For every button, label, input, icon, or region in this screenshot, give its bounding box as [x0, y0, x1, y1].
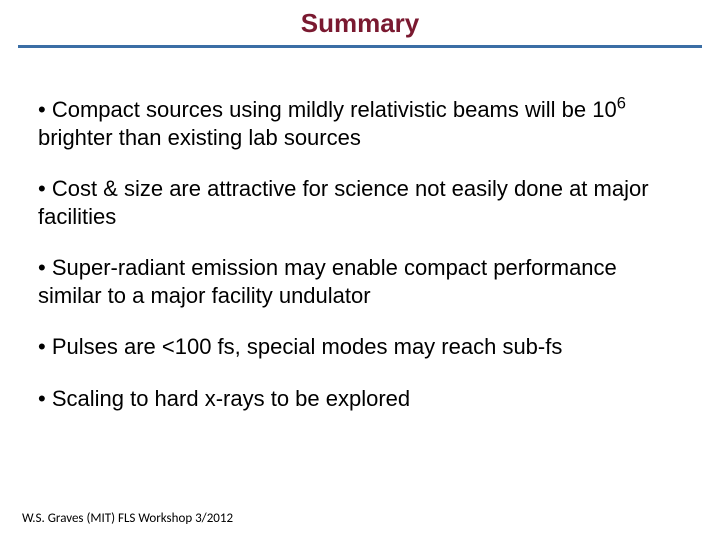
bullet-dot-icon: • — [38, 255, 52, 280]
bullet-text: Cost & size are attractive for science n… — [38, 176, 649, 229]
bullet-text: Pulses are <100 fs, special modes may re… — [52, 334, 563, 359]
bullet-text-pre: Compact sources using mildly relativisti… — [52, 97, 617, 122]
bullet-dot-icon: • — [38, 334, 52, 359]
bullet-text: Scaling to hard x-rays to be explored — [52, 386, 410, 411]
bullet-item: • Scaling to hard x-rays to be explored — [38, 385, 682, 413]
bullet-dot-icon: • — [38, 386, 52, 411]
slide-body: • Compact sources using mildly relativis… — [0, 48, 720, 412]
slide-title: Summary — [0, 0, 720, 45]
bullet-item: • Pulses are <100 fs, special modes may … — [38, 333, 682, 361]
bullet-dot-icon: • — [38, 97, 52, 122]
bullet-item: • Super-radiant emission may enable comp… — [38, 254, 682, 309]
bullet-item: • Cost & size are attractive for science… — [38, 175, 682, 230]
superscript: 6 — [617, 95, 626, 113]
bullet-item: • Compact sources using mildly relativis… — [38, 96, 682, 151]
bullet-text-post: brighter than existing lab sources — [38, 125, 361, 150]
slide-footer: W.S. Graves (MIT) FLS Workshop 3/2012 — [22, 511, 233, 526]
bullet-text: Super-radiant emission may enable compac… — [38, 255, 617, 308]
bullet-dot-icon: • — [38, 176, 52, 201]
